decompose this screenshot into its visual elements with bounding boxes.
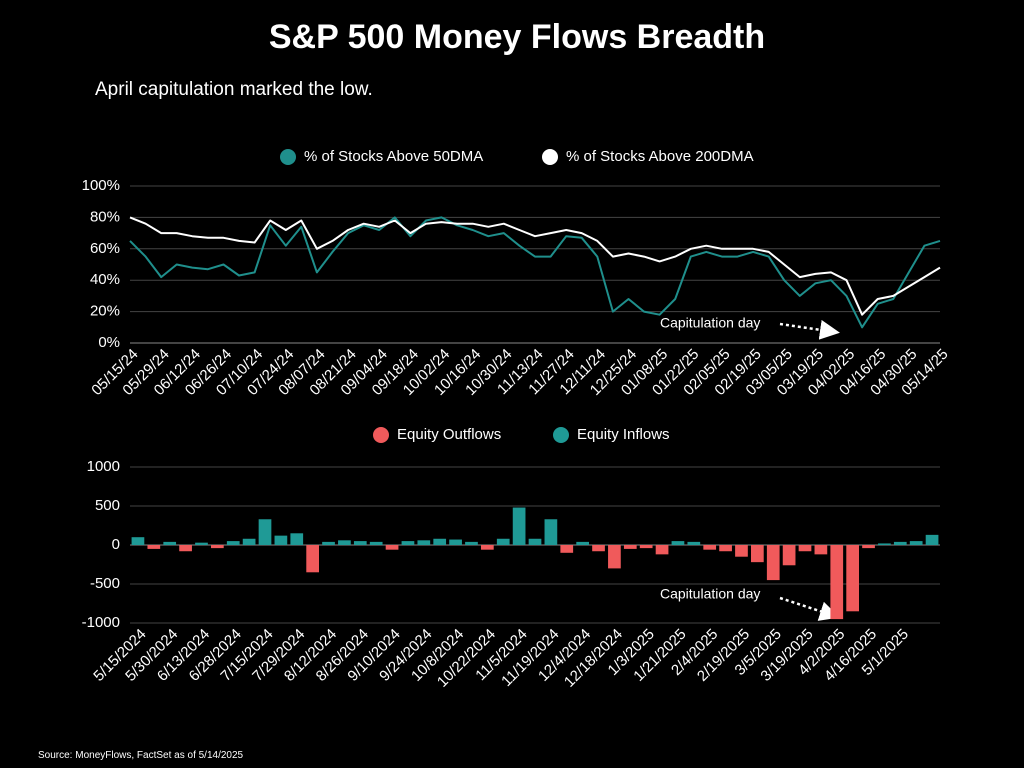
- bar: [147, 545, 161, 549]
- bar: [814, 545, 828, 555]
- bar: [449, 539, 462, 545]
- bar: [195, 542, 208, 545]
- legend-label: Equity Outflows: [397, 426, 501, 443]
- bar: [925, 534, 939, 545]
- data-line: [129, 216, 941, 329]
- y-tick-label: 500: [95, 497, 120, 514]
- bar: [131, 537, 145, 545]
- bar: [226, 541, 240, 545]
- bar: [290, 533, 304, 545]
- legend-marker: [553, 427, 569, 443]
- bar: [846, 545, 859, 612]
- bar: [512, 507, 526, 545]
- source-note: Source: MoneyFlows, FactSet as of 5/14/2…: [38, 750, 244, 761]
- legend-marker: [373, 427, 389, 443]
- bar: [306, 545, 319, 573]
- bar: [592, 545, 605, 552]
- bar: [766, 545, 780, 581]
- bar: [671, 541, 685, 545]
- bar: [163, 541, 177, 545]
- bar: [496, 538, 510, 545]
- bar: [608, 545, 621, 569]
- bar: [623, 545, 637, 549]
- bar: [560, 545, 574, 553]
- bar: [179, 545, 192, 552]
- annotation-arrow: [779, 319, 840, 340]
- bar: [211, 545, 224, 549]
- y-tick-label: 40%: [90, 271, 120, 288]
- bar: [353, 541, 367, 545]
- bar: [528, 538, 542, 545]
- bar: [703, 545, 717, 550]
- y-tick-label: -500: [90, 575, 120, 592]
- legend-label: % of Stocks Above 50DMA: [304, 148, 483, 165]
- bar: [909, 541, 923, 545]
- bar: [322, 541, 335, 545]
- bar: [417, 540, 431, 545]
- bar: [639, 545, 653, 549]
- bar: [878, 543, 891, 545]
- data-line: [129, 216, 941, 316]
- annotation: Capitulation day: [660, 315, 760, 331]
- bar: [735, 545, 748, 557]
- bar: [893, 541, 907, 545]
- bar: [544, 519, 558, 545]
- y-tick-label: 60%: [90, 240, 120, 257]
- bar: [481, 545, 494, 550]
- y-tick-label: 80%: [90, 208, 120, 225]
- bar: [687, 541, 701, 545]
- legend-marker: [542, 149, 558, 165]
- bar: [274, 535, 288, 545]
- bar: [385, 545, 399, 550]
- bar: [242, 538, 256, 545]
- bar: [830, 545, 844, 620]
- bar: [576, 541, 589, 545]
- bar: [782, 545, 796, 566]
- legend-label: Equity Inflows: [577, 426, 670, 443]
- annotation: Capitulation day: [660, 586, 760, 602]
- y-tick-label: 0: [112, 536, 120, 553]
- bar: [338, 540, 351, 545]
- bar: [465, 541, 478, 545]
- chart-subtitle: April capitulation marked the low.: [95, 79, 373, 100]
- bar: [258, 519, 272, 545]
- bar: [369, 541, 383, 545]
- y-tick-label: 20%: [90, 303, 120, 320]
- bar: [655, 545, 669, 555]
- bar: [798, 545, 812, 552]
- bar: [862, 545, 875, 549]
- bar: [401, 541, 415, 545]
- annotation-arrow: [779, 596, 840, 621]
- chart-title: S&P 500 Money Flows Breadth: [269, 18, 765, 56]
- bar: [751, 545, 764, 563]
- bar: [719, 545, 732, 552]
- bar: [433, 538, 447, 545]
- y-tick-label: 1000: [87, 458, 120, 475]
- legend-marker: [280, 149, 296, 165]
- y-tick-label: 100%: [82, 177, 120, 194]
- y-tick-label: 0%: [98, 334, 120, 351]
- y-tick-label: -1000: [82, 614, 120, 631]
- legend-label: % of Stocks Above 200DMA: [566, 148, 754, 165]
